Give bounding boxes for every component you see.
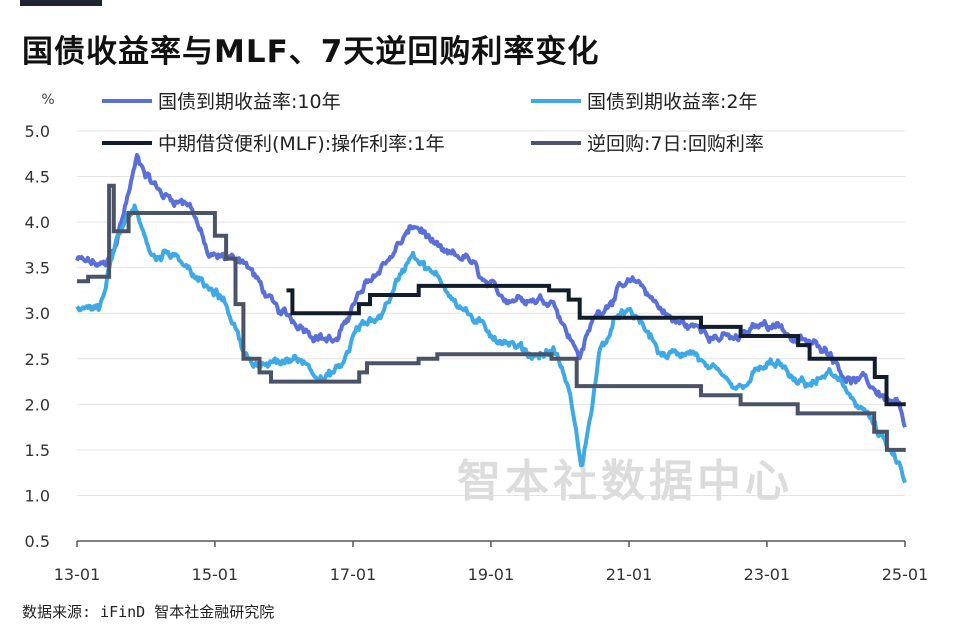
x-tick-label: 25-01	[882, 565, 929, 584]
grid-lines	[77, 130, 905, 496]
y-tick-label: 2.0	[25, 395, 50, 414]
watermark: 智本社数据中心	[457, 456, 793, 507]
x-axis: 13-01 15-01 17-01 19-01 21-01 23-01 25-01	[54, 540, 929, 584]
x-tick-label: 19-01	[468, 565, 515, 584]
y-tick-label: 1.5	[25, 441, 50, 460]
title-accent-bar	[20, 0, 102, 6]
series-line-3	[286, 283, 906, 407]
y-tick-label: 2.5	[25, 350, 50, 369]
series-line-4	[77, 183, 906, 452]
series-lines	[75, 153, 907, 484]
x-tick-label: 17-01	[330, 565, 377, 584]
line-chart: 智本社数据中心 5.0 4.5 4.0 3.5 3.0 2.5 2.0 1.5 1.0 0.5 %…	[25, 91, 929, 584]
y-tick-label: 4.0	[25, 213, 50, 232]
y-tick-label: 1.0	[25, 486, 50, 505]
y-tick-label: 4.5	[25, 168, 50, 187]
legend-label-4: 逆回购:7日:回购利率	[587, 133, 764, 155]
y-tick-label: 0.5	[25, 532, 50, 551]
y-tick-label: 5.0	[25, 122, 50, 141]
chart-title: 国债收益率与MLF、7天逆回购利率变化	[22, 34, 600, 70]
series-line-1	[75, 153, 907, 428]
legend: 国债到期收益率:10年 国债到期收益率:2年中期借贷便利(MLF):操作利率:1年…	[102, 91, 764, 155]
y-tick-label: 3.5	[25, 259, 50, 278]
y-axis-ticks: 5.0 4.5 4.0 3.5 3.0 2.5 2.0 1.5 1.0 0.5	[25, 122, 50, 551]
x-tick-label: 23-01	[744, 565, 791, 584]
x-tick-label: 13-01	[54, 565, 101, 584]
legend-label-1: 国债到期收益率:10年	[158, 91, 341, 113]
y-tick-label: 3.0	[25, 304, 50, 323]
x-tick-label: 15-01	[192, 565, 239, 584]
series-line-2	[75, 203, 907, 484]
x-tick-label: 21-01	[606, 565, 653, 584]
data-source: 数据来源: iFinD 智本社金融研究院	[22, 603, 275, 621]
legend-label-3: 中期借贷便利(MLF):操作利率:1年	[158, 133, 445, 155]
legend-label-2: 国债到期收益率:2年	[587, 91, 758, 113]
y-axis-unit: %	[41, 92, 54, 108]
